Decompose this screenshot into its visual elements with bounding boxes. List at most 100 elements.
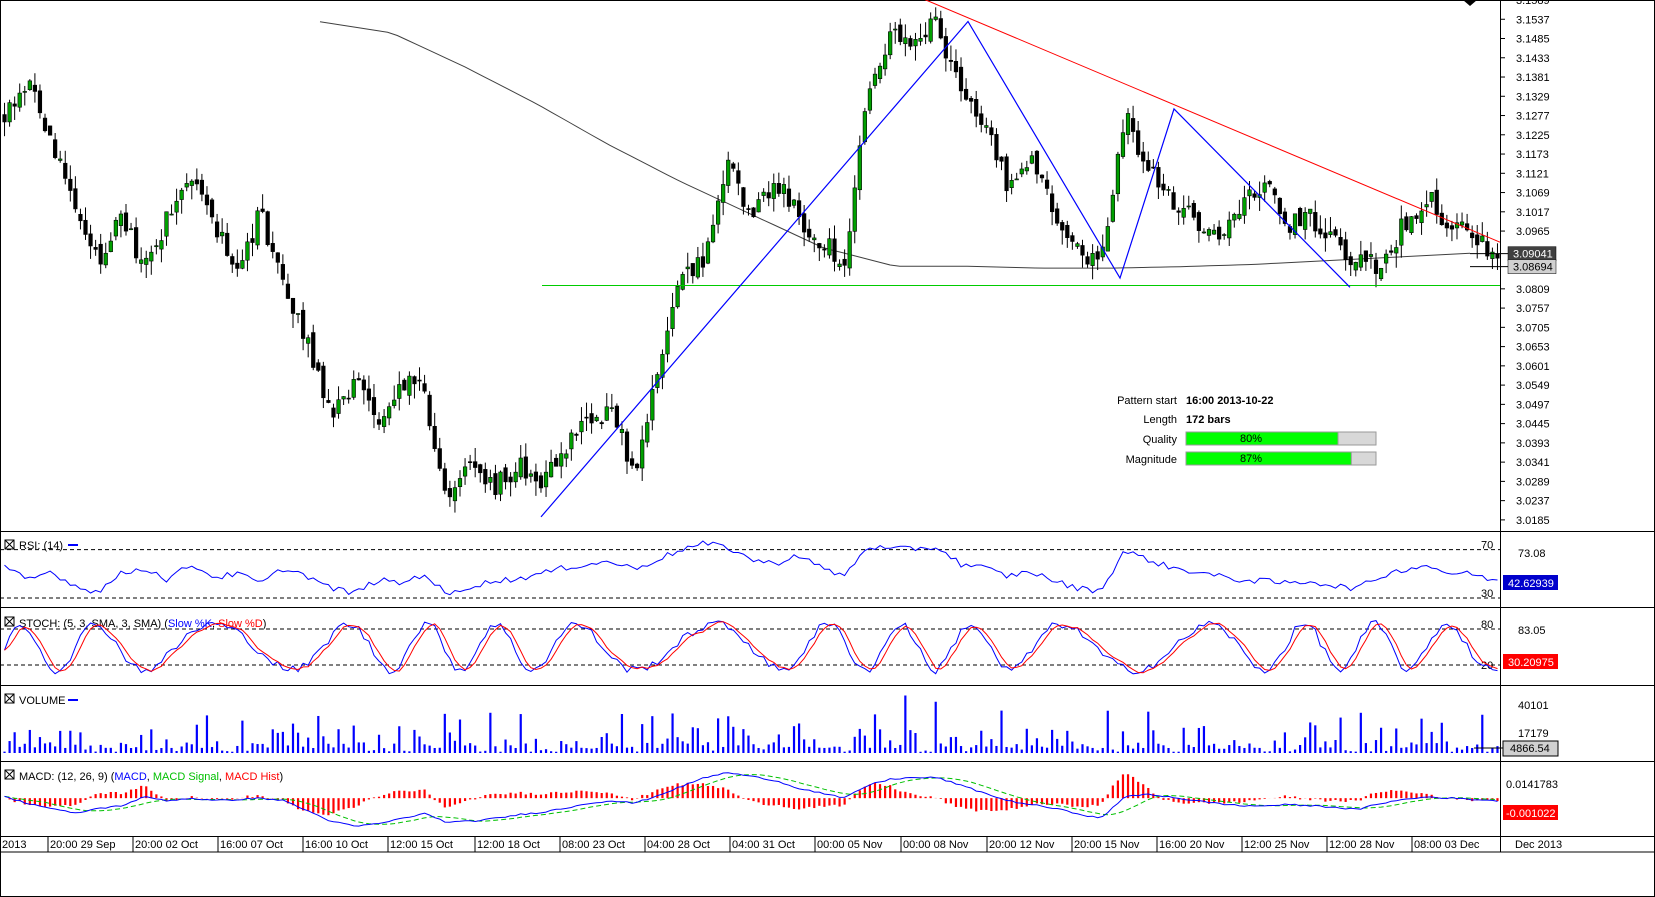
x-tick-label: 20:00 15 Nov	[1074, 839, 1140, 851]
candle-down	[1146, 160, 1151, 171]
pattern-quality-label: Quality	[1143, 434, 1178, 446]
candle-down	[1161, 183, 1166, 191]
candle-down	[1323, 232, 1328, 239]
candle-down	[468, 461, 473, 463]
candle-down	[93, 247, 98, 250]
candle-up	[619, 429, 625, 433]
candle-up	[559, 453, 564, 467]
candle-down	[1434, 189, 1439, 215]
candle-down	[969, 98, 974, 102]
candle-up	[812, 237, 817, 241]
candle-down	[427, 394, 432, 427]
candle-up	[847, 231, 852, 269]
candle-up	[1115, 153, 1121, 195]
macd-pane: MACD: (12, 26, 9) (MACD, MACD Signal, MA…	[0, 769, 1655, 837]
price-tick-label: 3.1225	[1516, 130, 1550, 142]
rsi-title: RSI: (14)	[19, 540, 63, 552]
price-tick-label: 3.0601	[1516, 361, 1550, 373]
candle-up	[295, 313, 301, 315]
macd-paren-open: (	[108, 771, 115, 783]
candle-down	[1044, 179, 1050, 189]
scroll-marker-icon[interactable]	[1463, 0, 1477, 6]
stoch-value-badge-text: 30.20975	[1508, 657, 1554, 669]
candle-up	[174, 200, 179, 213]
candle-down	[1363, 250, 1368, 262]
candle-down	[1039, 174, 1045, 179]
candle-up	[827, 238, 832, 256]
quality-bar: 80%	[1185, 431, 1377, 446]
candle-down	[832, 238, 837, 262]
candle-down	[1404, 216, 1409, 231]
candle-down	[1050, 193, 1055, 213]
candle-down	[235, 262, 240, 269]
stoch-k-line	[4, 620, 1498, 675]
candle-up	[184, 183, 189, 188]
candle-down	[42, 117, 48, 132]
stoch-close-icon[interactable]	[4, 616, 15, 627]
candle-up	[1419, 210, 1424, 224]
pattern-start-value: 16:00 2013-10-22	[1186, 395, 1273, 407]
candle-down	[68, 178, 73, 191]
candle-up	[1490, 251, 1495, 259]
candle-down	[1267, 181, 1272, 185]
price-tick-label: 3.0965	[1516, 226, 1550, 238]
candle-up	[1242, 197, 1247, 216]
candle-up	[680, 274, 685, 290]
volume-value-badge-text: 4866.54	[1510, 743, 1550, 755]
candle-down	[483, 469, 488, 485]
candle-down	[1470, 232, 1475, 239]
candle-up	[1237, 213, 1242, 219]
x-axis: 2013 20:00 29 Sep 20:00 02 Oct 16:00 07 Oct…	[0, 836, 1655, 853]
price-axis: 3.1589 3.1537 3.1485 3.1433 3.1381 3.1329 3.12…	[1500, 0, 1550, 527]
candle-up	[1029, 155, 1034, 164]
pattern-magnitude-label: Magnitude	[1126, 454, 1177, 466]
candle-down	[1495, 253, 1500, 259]
candle-down	[979, 113, 984, 125]
candle-down	[78, 214, 83, 222]
price-tick-label: 3.0497	[1516, 399, 1550, 411]
candle-up	[139, 259, 144, 264]
x-tick-label: 16:00 20 Nov	[1159, 839, 1225, 851]
candle-up	[1206, 229, 1212, 236]
candle-down	[331, 407, 336, 418]
candle-up	[528, 473, 533, 477]
candle-down	[948, 59, 954, 62]
macd-close-icon[interactable]	[4, 769, 15, 780]
candle-up	[852, 187, 857, 232]
rsi-close-icon[interactable]	[4, 539, 15, 550]
price-tick-label: 3.0289	[1516, 476, 1550, 488]
x-tick-label: 04:00 28 Oct	[647, 839, 710, 851]
stoch-level-80-label: 80	[1481, 619, 1493, 631]
candle-up	[118, 213, 124, 226]
candle-down	[1338, 237, 1343, 246]
macd-line	[4, 772, 1498, 827]
stoch-axis-label: 83.05	[1518, 625, 1546, 637]
candle-down	[589, 413, 594, 424]
candle-down	[356, 378, 361, 381]
candle-down	[478, 464, 483, 474]
price-tick-label: 3.1277	[1516, 111, 1550, 123]
candle-up	[452, 487, 458, 502]
macd-value-badge-text: -0.001022	[1506, 808, 1556, 820]
x-tick-label: 20:00 29 Sep	[50, 839, 115, 851]
candle-up	[837, 263, 842, 267]
candle-up	[1368, 254, 1374, 257]
volume-close-icon[interactable]	[4, 693, 15, 704]
candle-down	[1095, 251, 1100, 260]
volume-title: VOLUME	[19, 695, 65, 707]
price-pane	[0, 0, 1655, 532]
candle-up	[341, 396, 346, 400]
price-tick-label: 3.0393	[1516, 438, 1550, 450]
candle-up	[159, 240, 164, 250]
price-tick-label: 3.1433	[1516, 53, 1550, 65]
price-tick-label: 3.0705	[1516, 322, 1550, 334]
candle-up	[1090, 253, 1095, 266]
candle-down	[963, 88, 969, 100]
candle-down	[442, 468, 447, 491]
x-tick-label: 00:00 05 Nov	[817, 839, 883, 851]
candle-down	[417, 379, 422, 382]
x-tick-label: 20:00 12 Nov	[989, 839, 1055, 851]
candle-down	[574, 433, 579, 436]
x-tick-label: 12:00 28 Nov	[1329, 839, 1395, 851]
